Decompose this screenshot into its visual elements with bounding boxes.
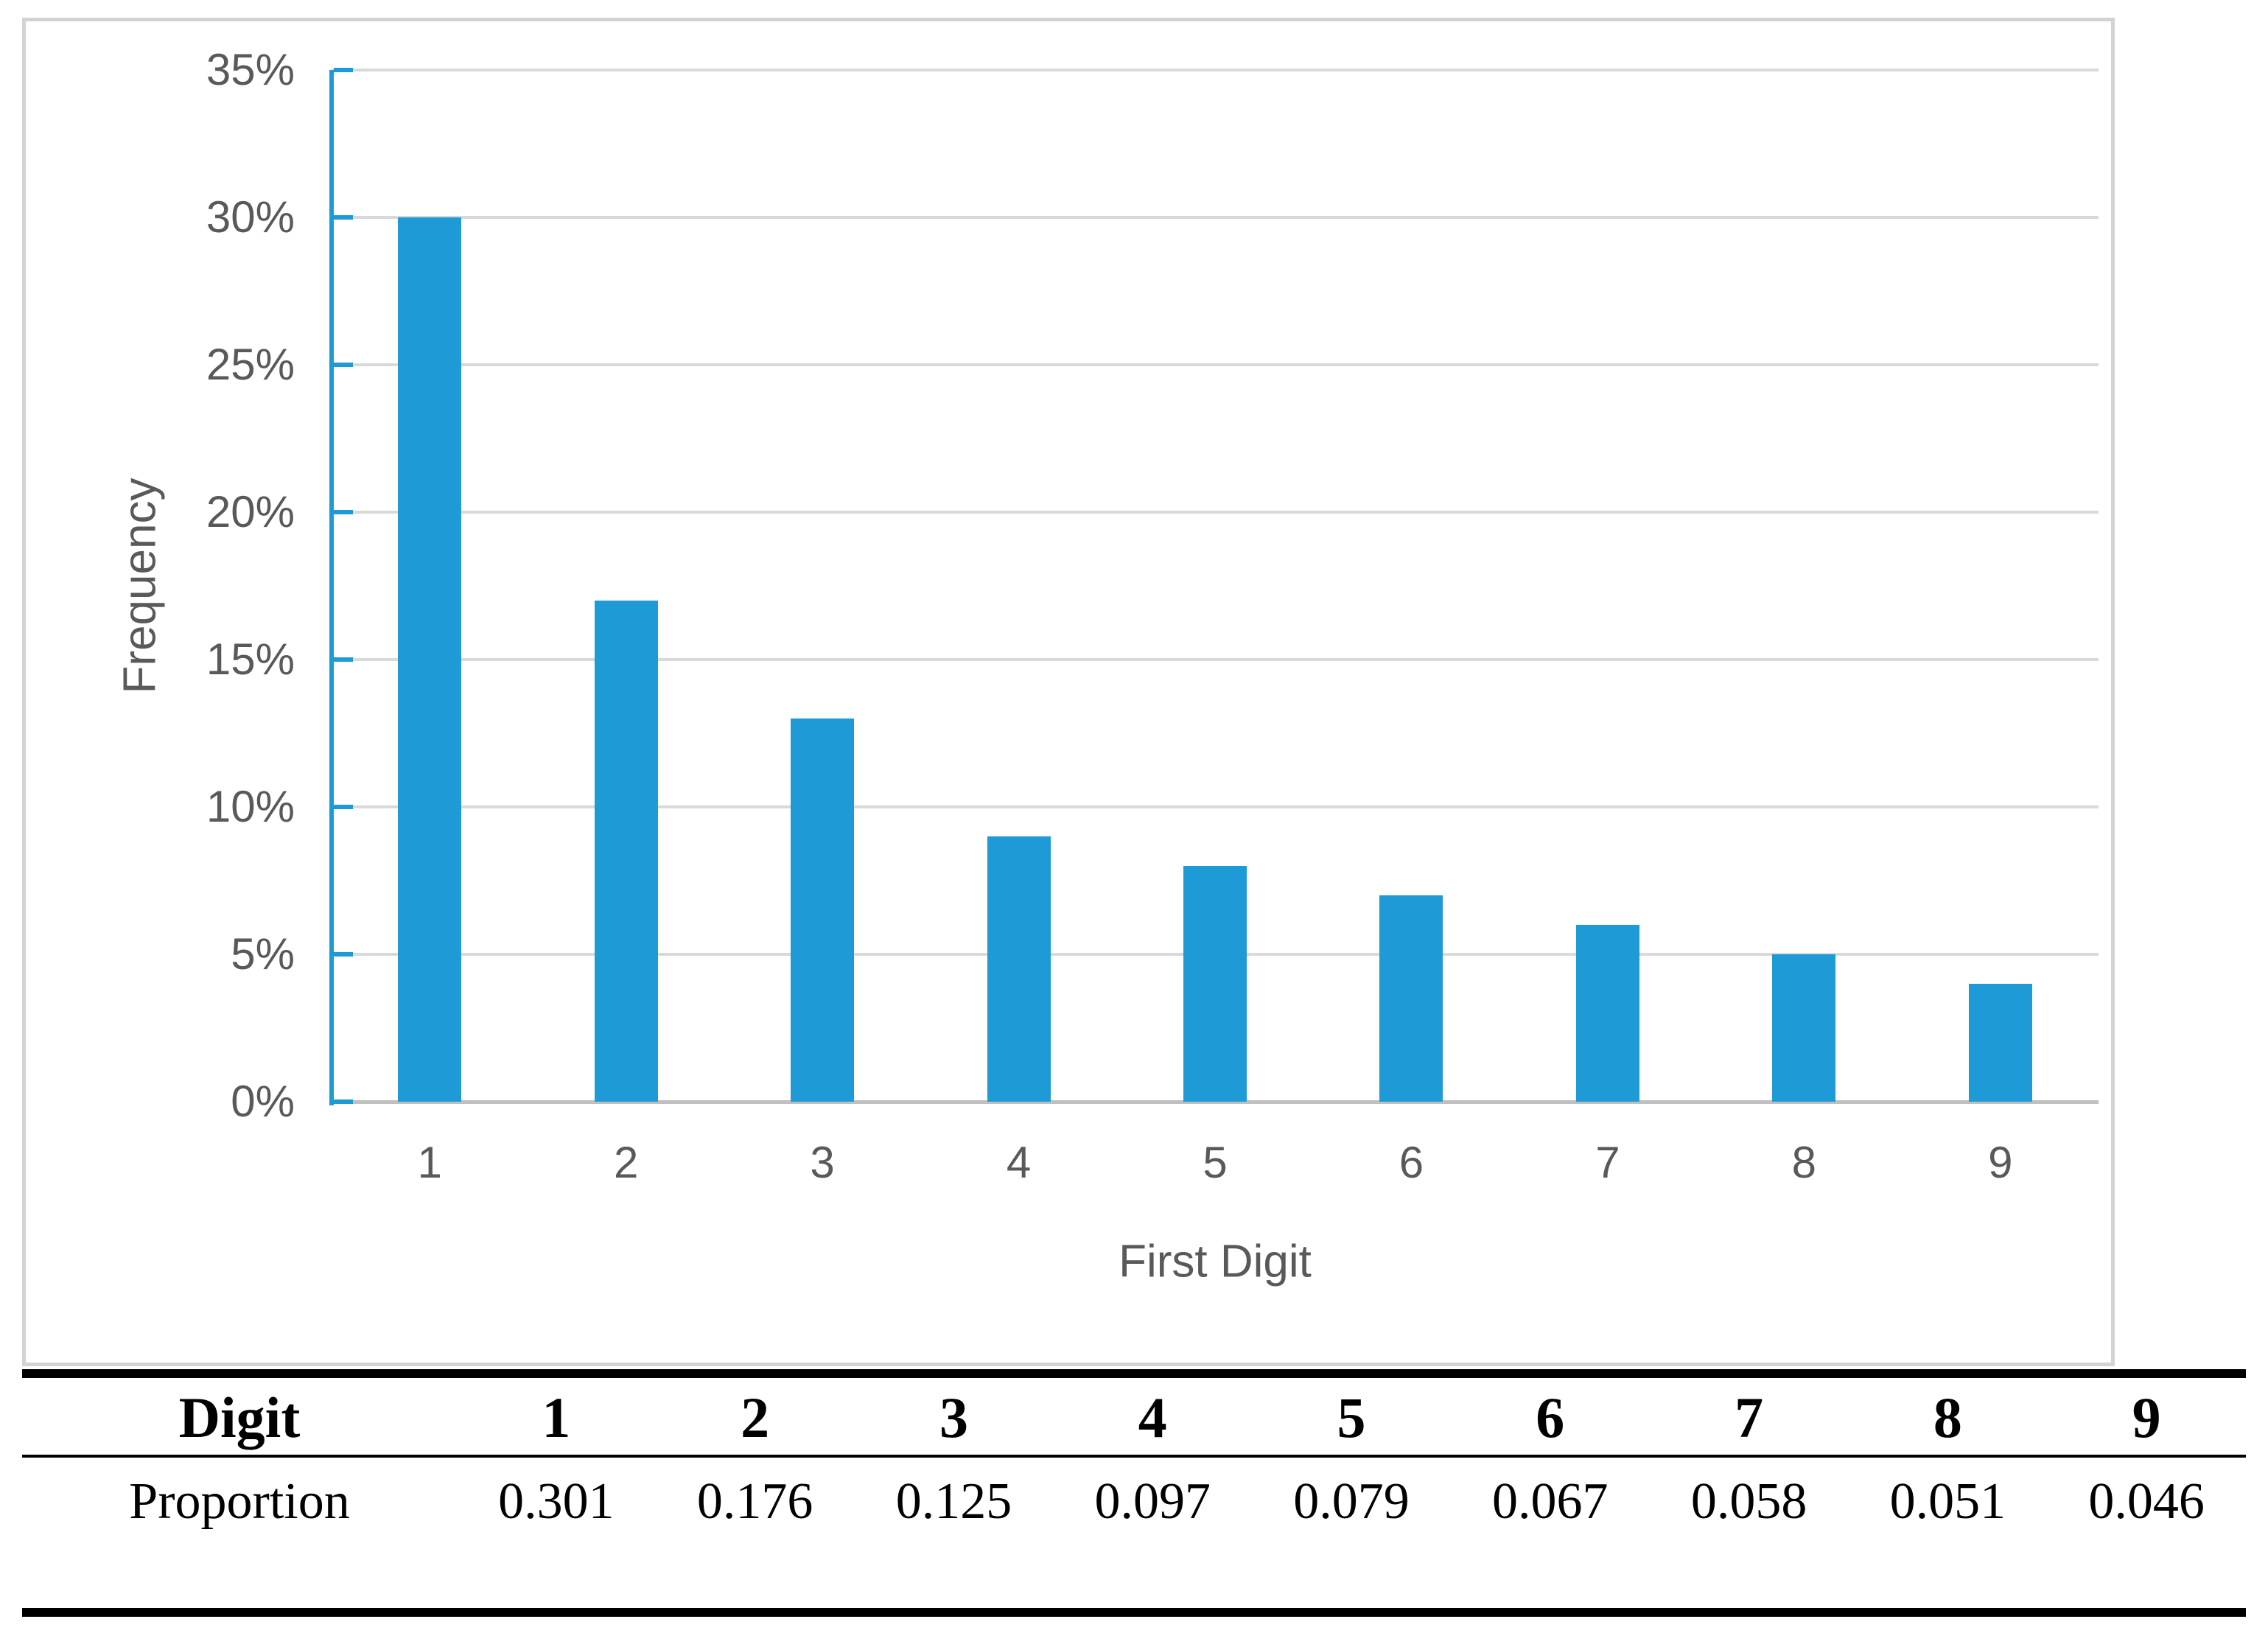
table-top-rule: [22, 1369, 2246, 1378]
x-tick-label: 4: [1006, 1138, 1032, 1187]
y-axis-tick: [334, 510, 353, 514]
table-proportion-col-7: 0.058: [1690, 1473, 1807, 1530]
x-axis-title: First Digit: [1119, 1236, 1312, 1287]
table-proportion-label: Proportion: [129, 1473, 350, 1530]
x-tick-label: 7: [1595, 1138, 1620, 1187]
x-tick-label: 1: [417, 1138, 442, 1187]
y-tick-label: 5%: [231, 929, 295, 979]
bar-digit-4: [987, 836, 1051, 1102]
table-proportion-col-4: 0.097: [1094, 1473, 1211, 1530]
table-proportion-col-1: 0.301: [498, 1473, 615, 1530]
bar-digit-1: [398, 217, 462, 1102]
y-axis-line: [329, 70, 334, 1105]
table-header-col-5: 5: [1337, 1385, 1366, 1450]
y-tick-label: 15%: [206, 634, 295, 684]
y-axis-tick: [334, 215, 353, 220]
table-proportion-col-2: 0.176: [696, 1473, 813, 1530]
bar-digit-5: [1183, 866, 1247, 1102]
bar-digit-7: [1575, 925, 1639, 1102]
y-tick-label: 30%: [206, 192, 295, 242]
y-axis-tick: [334, 1099, 353, 1104]
y-axis-tick: [334, 805, 353, 809]
y-axis-tick: [334, 657, 353, 662]
bar-digit-2: [594, 601, 658, 1102]
table-header-col-6: 6: [1536, 1385, 1565, 1450]
table-header-col-4: 4: [1138, 1385, 1167, 1450]
gridline: [332, 511, 2099, 514]
y-axis-title: Frequency: [114, 478, 166, 694]
table-header-col-3: 3: [939, 1385, 968, 1450]
gridline: [332, 216, 2099, 219]
x-tick-label: 9: [1988, 1138, 2013, 1187]
table-header-col-9: 9: [2132, 1385, 2161, 1450]
x-tick-label: 3: [810, 1138, 835, 1187]
bar-digit-6: [1379, 895, 1443, 1102]
x-tick-label: 8: [1791, 1138, 1817, 1187]
y-tick-label: 0%: [231, 1077, 295, 1126]
table-header-col-2: 2: [741, 1385, 770, 1450]
table-header-col-8: 8: [1933, 1385, 1962, 1450]
gridline: [332, 658, 2099, 661]
table-header-rule: [22, 1455, 2246, 1458]
y-tick-label: 35%: [206, 45, 295, 94]
table-proportion-col-5: 0.079: [1293, 1473, 1410, 1530]
table-proportion-col-8: 0.051: [1889, 1473, 2006, 1530]
table-header-label: Digit: [178, 1385, 301, 1450]
y-tick-label: 10%: [206, 782, 295, 831]
bar-digit-3: [791, 718, 855, 1102]
table-header-col-1: 1: [542, 1385, 571, 1450]
x-axis-line: [332, 1100, 2099, 1104]
gridline: [332, 363, 2099, 366]
gridline: [332, 69, 2099, 71]
y-axis-tick: [334, 363, 353, 367]
table-header-col-7: 7: [1735, 1385, 1764, 1450]
x-tick-label: 2: [613, 1138, 639, 1187]
gridline: [332, 805, 2099, 808]
x-tick-label: 6: [1399, 1138, 1424, 1187]
table-value-row: Proportion 0.301 0.176 0.125 0.097 0.079 0.067…: [22, 1465, 2246, 1539]
table-header-row: Digit 1 2 3 4 5 6 7 8 9: [22, 1384, 2246, 1452]
table-proportion-col-3: 0.125: [895, 1473, 1012, 1530]
bar-digit-8: [1772, 954, 1836, 1102]
y-axis-tick: [334, 68, 353, 72]
x-tick-label: 5: [1203, 1138, 1228, 1187]
table-proportion-col-9: 0.046: [2088, 1473, 2205, 1530]
chart-area: [22, 18, 2115, 1366]
table-bottom-rule: [22, 1608, 2246, 1617]
bar-digit-9: [1968, 984, 2032, 1102]
y-tick-label: 20%: [206, 487, 295, 536]
table-proportion-col-6: 0.067: [1492, 1473, 1609, 1530]
y-axis-tick: [334, 952, 353, 957]
y-tick-label: 25%: [206, 340, 295, 389]
